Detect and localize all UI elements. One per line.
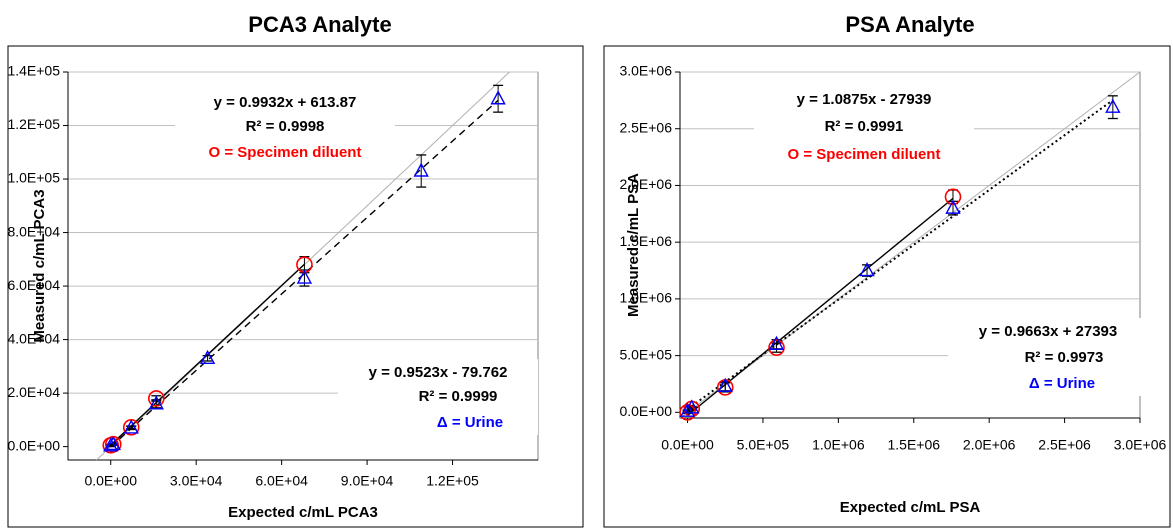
- pca3-urine-point: [105, 436, 121, 451]
- pca3-y-tick-label: 4.0E+04: [7, 330, 60, 346]
- pca3-x-tick-label: 0.0E+00: [84, 473, 137, 489]
- chart-title-pca3: PCA3 Analyte: [248, 12, 392, 37]
- pca3-x-tick-label: 3.0E+04: [170, 473, 223, 489]
- pca3-urine-point: [123, 419, 139, 434]
- psa-urine-point: [679, 402, 696, 417]
- psa-diluent-r2: R² = 0.9991: [825, 118, 904, 135]
- psa-y-tick-label: 2.5E+06: [619, 119, 672, 135]
- psa-y-tick-label: 2.0E+06: [619, 176, 672, 192]
- psa-y-tick-label: 0.0E+00: [619, 403, 672, 419]
- psa-urine-equation: y = 0.9663x + 27393: [979, 323, 1117, 340]
- pca3-urine-point: [103, 437, 119, 452]
- psa-urine-point: [1105, 98, 1121, 113]
- pca3-y-tick-label: 0.0E+00: [7, 437, 60, 453]
- psa-y-tick-label: 1.5E+06: [619, 233, 672, 249]
- psa-urine-r2: R² = 0.9973: [1025, 349, 1104, 366]
- pca3-urine-legend: Δ = Urine: [437, 414, 503, 431]
- pca3-y-tick-label: 6.0E+04: [7, 277, 60, 293]
- pca3-urine-point: [199, 349, 216, 365]
- psa-x-axis-label: Expected c/mL PSA: [840, 499, 981, 516]
- pca3-urine-equation: y = 0.9523x - 79.762: [369, 364, 508, 381]
- pca3-diluent-fit-line: [110, 263, 305, 446]
- psa-urine-legend: Δ = Urine: [1029, 375, 1095, 392]
- psa-y-tick-label: 5.0E+05: [619, 346, 672, 362]
- pca3-urine-point: [296, 269, 313, 284]
- pca3-y-tick-label: 1.4E+05: [7, 63, 60, 79]
- pca3-urine-fit-line: [110, 99, 499, 448]
- pca3-diluent-legend: O = Specimen diluent: [209, 144, 362, 161]
- pca3-diluent-point: [148, 390, 165, 407]
- pca3-diluent-equation: y = 0.9932x + 613.87: [214, 94, 357, 111]
- psa-diluent-fit-line: [687, 197, 954, 417]
- psa-diluent-point: [768, 339, 785, 356]
- psa-diluent-legend: O = Specimen diluent: [788, 146, 941, 163]
- pca3-urine-point: [148, 395, 164, 410]
- psa-diluent-annotation-box: [754, 86, 974, 169]
- psa-urine-point: [684, 399, 700, 414]
- psa-y-tick-label: 3.0E+06: [619, 63, 672, 79]
- psa-urine-annotation-box: [948, 318, 1148, 396]
- pca3-urine-r2: R² = 0.9999: [419, 388, 498, 405]
- psa-x-tick-label: 2.5E+06: [1038, 437, 1091, 453]
- psa-urine-point: [945, 199, 961, 214]
- pca3-x-tick-label: 9.0E+04: [341, 473, 394, 489]
- pca3-x-tick-label: 1.2E+05: [426, 473, 479, 489]
- pca3-y-tick-label: 1.0E+05: [7, 170, 60, 186]
- psa-x-tick-label: 1.0E+06: [812, 437, 865, 453]
- psa-x-tick-label: 3.0E+06: [1114, 437, 1167, 453]
- psa-x-tick-label: 1.5E+06: [887, 437, 940, 453]
- psa-identity-line: [679, 71, 1141, 419]
- pca3-x-tick-label: 6.0E+04: [255, 473, 308, 489]
- psa-urine-point: [859, 262, 875, 277]
- pca3-y-axis-label: Measured c/mL PCA3: [31, 189, 48, 342]
- pca3-x-axis-label: Expected c/mL PCA3: [228, 504, 378, 521]
- psa-diluent-point: [944, 188, 962, 206]
- pca3-diluent-annotation-box: [175, 89, 395, 167]
- psa-diluent-equation: y = 1.0875x - 27939: [797, 91, 932, 108]
- pca3-urine-annotation-box: [338, 359, 538, 435]
- psa-y-tick-label: 1.0E+06: [619, 290, 672, 306]
- psa-x-tick-label: 2.0E+06: [963, 437, 1016, 453]
- pca3-y-tick-label: 2.0E+04: [7, 384, 60, 400]
- psa-urine-point: [717, 377, 733, 392]
- pca3-y-tick-label: 8.0E+04: [7, 223, 60, 239]
- pca3-y-tick-label: 1.2E+05: [7, 116, 60, 132]
- pca3-diluent-r2: R² = 0.9998: [246, 118, 325, 135]
- psa-urine-point: [768, 335, 785, 350]
- psa-y-axis-label: Measured c/mL PSA: [625, 173, 642, 317]
- chart-title-psa: PSA Analyte: [845, 12, 975, 37]
- pca3-urine-point: [413, 162, 429, 177]
- psa-x-tick-label: 0.0E+00: [661, 437, 714, 453]
- pca3-urine-point: [490, 90, 506, 105]
- psa-x-tick-label: 5.0E+05: [737, 437, 790, 453]
